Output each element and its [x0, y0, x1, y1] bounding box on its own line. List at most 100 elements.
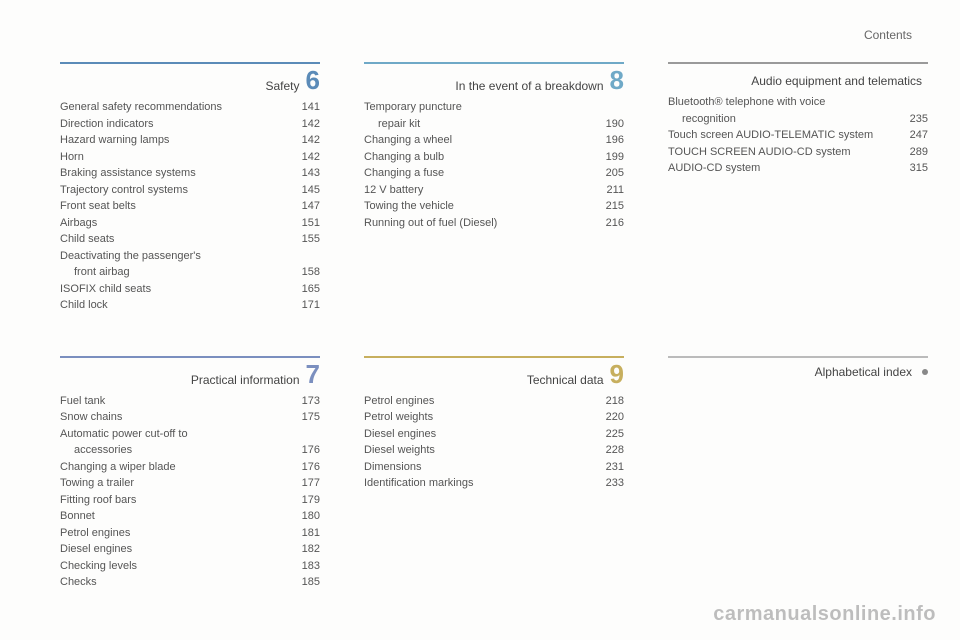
toc-row: ISOFIX child seats165: [60, 281, 320, 298]
toc-page: 155: [288, 231, 320, 248]
bullet-icon: [922, 369, 928, 375]
toc-row: Fuel tank173: [60, 393, 320, 410]
toc-label: Horn: [60, 149, 288, 166]
toc-label: Bonnet: [60, 508, 288, 525]
toc-page: 228: [592, 442, 624, 459]
watermark: carmanualsonline.info: [713, 603, 936, 626]
toc-row: Diesel engines182: [60, 541, 320, 558]
toc-row: accessories176: [60, 442, 320, 459]
toc-list: General safety recommendations141Directi…: [60, 99, 320, 314]
section-title: Audio equipment and telematics: [668, 74, 922, 88]
toc-page: 171: [288, 297, 320, 314]
section-alpha-index: Alphabetical index: [668, 356, 928, 591]
toc-row: Towing the vehicle215: [364, 198, 624, 215]
toc-label: Touch screen AUDIO-TELEMATIC system: [668, 127, 896, 144]
toc-page: 235: [896, 111, 928, 128]
alpha-index-head: Alphabetical index: [668, 356, 928, 382]
toc-row: Fitting roof bars179: [60, 492, 320, 509]
toc-row: Changing a wiper blade176: [60, 459, 320, 476]
toc-page: 142: [288, 116, 320, 133]
toc-label: front airbag: [60, 264, 288, 281]
section-title: Safety: [60, 79, 300, 93]
toc-row: repair kit190: [364, 116, 624, 133]
toc-page: 176: [288, 442, 320, 459]
toc-page: 142: [288, 132, 320, 149]
toc-page: 199: [592, 149, 624, 166]
toc-label: Checks: [60, 574, 288, 591]
toc-label: General safety recommendations: [60, 99, 288, 116]
toc-row: 12 V battery211: [364, 182, 624, 199]
toc-page: 289: [896, 144, 928, 161]
toc-list: Fuel tank173Snow chains175Automatic powe…: [60, 393, 320, 591]
toc-page: 175: [288, 409, 320, 426]
toc-row: Changing a bulb199: [364, 149, 624, 166]
section-head: Technical data 9: [364, 356, 624, 387]
toc-label: Automatic power cut-off to: [60, 426, 288, 443]
toc-page: 220: [592, 409, 624, 426]
toc-page: 147: [288, 198, 320, 215]
section-number: 7: [306, 361, 320, 387]
toc-label: Diesel engines: [364, 426, 592, 443]
toc-page: 196: [592, 132, 624, 149]
toc-page: 165: [288, 281, 320, 298]
toc-grid: Safety 6 General safety recommendations1…: [60, 62, 912, 591]
toc-label: Hazard warning lamps: [60, 132, 288, 149]
toc-label: Direction indicators: [60, 116, 288, 133]
toc-page: 182: [288, 541, 320, 558]
toc-row: Petrol engines181: [60, 525, 320, 542]
toc-label: AUDIO-CD system: [668, 160, 896, 177]
toc-page: 218: [592, 393, 624, 410]
toc-label: Temporary puncture: [364, 99, 592, 116]
section-technical: Technical data 9 Petrol engines218Petrol…: [364, 356, 624, 591]
toc-label: Running out of fuel (Diesel): [364, 215, 592, 232]
toc-row: Trajectory control systems145: [60, 182, 320, 199]
toc-row: Braking assistance systems143: [60, 165, 320, 182]
toc-label: Diesel engines: [60, 541, 288, 558]
section-breakdown: In the event of a breakdown 8 Temporary …: [364, 62, 624, 314]
toc-page: 145: [288, 182, 320, 199]
toc-label: Changing a wiper blade: [60, 459, 288, 476]
toc-label: Trajectory control systems: [60, 182, 288, 199]
toc-row: General safety recommendations141: [60, 99, 320, 116]
toc-label: Diesel weights: [364, 442, 592, 459]
toc-list: Bluetooth® telephone with voicerecogniti…: [668, 94, 928, 177]
toc-row: Bluetooth® telephone with voice: [668, 94, 928, 111]
toc-page: [288, 426, 320, 443]
toc-label: Towing a trailer: [60, 475, 288, 492]
toc-row: Towing a trailer177: [60, 475, 320, 492]
toc-page: 233: [592, 475, 624, 492]
toc-row: Direction indicators142: [60, 116, 320, 133]
toc-label: Bluetooth® telephone with voice: [668, 94, 896, 111]
toc-label: Towing the vehicle: [364, 198, 592, 215]
section-number: 6: [306, 67, 320, 93]
toc-label: Checking levels: [60, 558, 288, 575]
toc-page: 176: [288, 459, 320, 476]
toc-label: Child seats: [60, 231, 288, 248]
toc-page: 151: [288, 215, 320, 232]
toc-label: Dimensions: [364, 459, 592, 476]
toc-label: Snow chains: [60, 409, 288, 426]
toc-row: Petrol engines218: [364, 393, 624, 410]
toc-row: Diesel weights228: [364, 442, 624, 459]
toc-row: Petrol weights220: [364, 409, 624, 426]
toc-row: Child lock171: [60, 297, 320, 314]
section-title: In the event of a breakdown: [364, 79, 604, 93]
toc-page: [288, 248, 320, 265]
section-practical: Practical information 7 Fuel tank173Snow…: [60, 356, 320, 591]
toc-label: Deactivating the passenger's: [60, 248, 288, 265]
toc-page: 315: [896, 160, 928, 177]
toc-page: 215: [592, 198, 624, 215]
toc-list: Petrol engines218Petrol weights220Diesel…: [364, 393, 624, 492]
toc-page: 177: [288, 475, 320, 492]
toc-row: Running out of fuel (Diesel)216: [364, 215, 624, 232]
section-title: Technical data: [364, 373, 604, 387]
toc-page: 143: [288, 165, 320, 182]
section-head: In the event of a breakdown 8: [364, 62, 624, 93]
toc-page: 181: [288, 525, 320, 542]
toc-page: 216: [592, 215, 624, 232]
toc-label: Braking assistance systems: [60, 165, 288, 182]
alpha-index-label: Alphabetical index: [815, 365, 912, 379]
toc-page: 183: [288, 558, 320, 575]
toc-label: Identification markings: [364, 475, 592, 492]
toc-row: Temporary puncture: [364, 99, 624, 116]
